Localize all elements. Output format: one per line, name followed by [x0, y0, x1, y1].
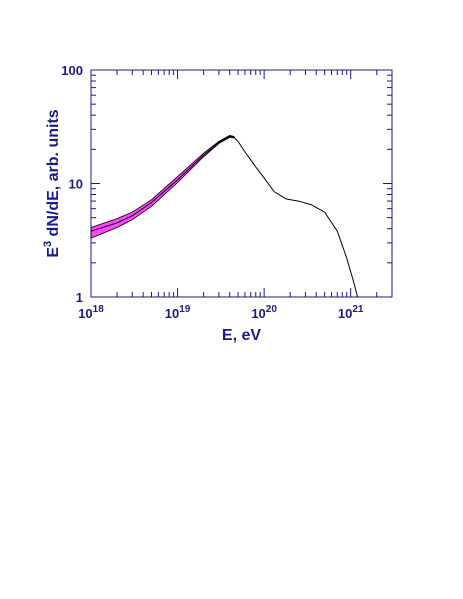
uncertainty-band — [90, 135, 235, 239]
y-axis-label: E3 dN/dE, arb. units — [42, 109, 62, 257]
spectrum-curve — [90, 135, 359, 298]
y-tick-label: 10 — [69, 177, 83, 192]
x-tick-label: 1020 — [251, 304, 277, 321]
x-tick-label: 1021 — [338, 304, 364, 321]
x-axis-label: E, eV — [222, 327, 261, 344]
y-tick-label: 100 — [61, 63, 83, 78]
plot-frame — [90, 69, 393, 298]
y-tick-label: 1 — [76, 290, 83, 305]
x-tick-label: 1018 — [78, 304, 104, 321]
x-tick-label: 1019 — [165, 304, 191, 321]
